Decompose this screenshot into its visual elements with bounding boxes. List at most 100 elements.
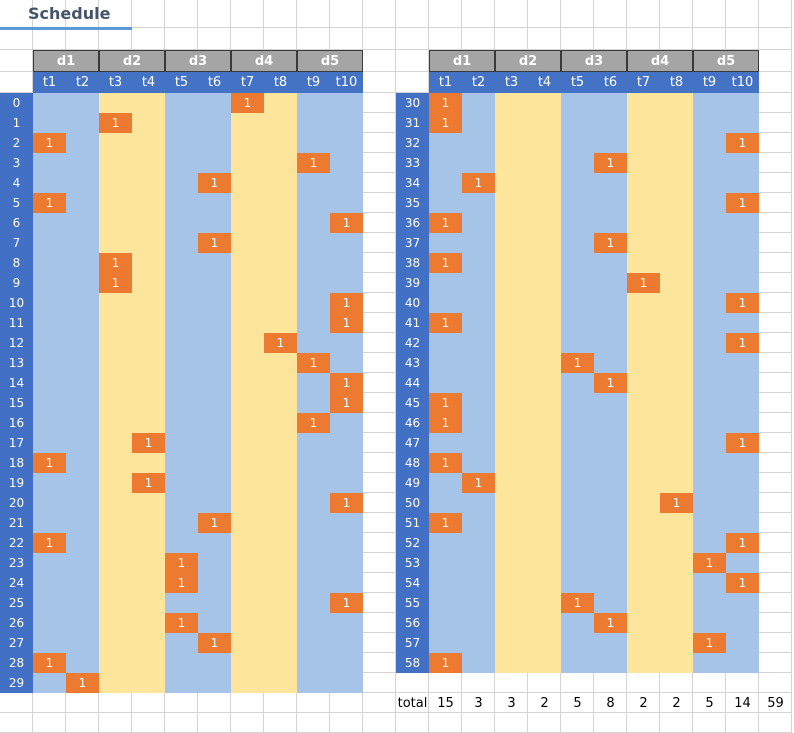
schedule-cell[interactable] <box>561 193 594 213</box>
schedule-cell[interactable] <box>495 453 528 473</box>
schedule-cell[interactable] <box>33 673 66 693</box>
schedule-cell[interactable] <box>726 233 759 253</box>
schedule-cell[interactable] <box>726 453 759 473</box>
schedule-cell[interactable] <box>495 93 528 113</box>
schedule-cell[interactable] <box>462 233 495 253</box>
schedule-cell[interactable] <box>99 233 132 253</box>
schedule-cell[interactable] <box>231 393 264 413</box>
schedule-cell[interactable] <box>132 313 165 333</box>
schedule-cell[interactable] <box>693 253 726 273</box>
schedule-cell[interactable] <box>33 353 66 373</box>
grid-cell[interactable] <box>528 28 561 50</box>
schedule-cell[interactable] <box>495 513 528 533</box>
schedule-cell[interactable] <box>594 333 627 353</box>
grid-cell[interactable] <box>759 593 792 613</box>
grid-cell[interactable] <box>363 693 396 713</box>
schedule-cell[interactable] <box>627 413 660 433</box>
grid-cell[interactable] <box>759 513 792 533</box>
schedule-cell[interactable] <box>528 213 561 233</box>
schedule-cell[interactable] <box>528 553 561 573</box>
schedule-cell[interactable] <box>297 653 330 673</box>
schedule-cell[interactable] <box>660 353 693 373</box>
schedule-cell[interactable] <box>561 93 594 113</box>
schedule-cell[interactable] <box>693 293 726 313</box>
schedule-cell[interactable] <box>198 573 231 593</box>
grid-cell[interactable] <box>231 0 264 28</box>
schedule-cell[interactable] <box>627 433 660 453</box>
schedule-cell[interactable] <box>165 513 198 533</box>
schedule-cell[interactable] <box>528 313 561 333</box>
grid-cell[interactable] <box>363 153 396 173</box>
schedule-cell[interactable] <box>528 533 561 553</box>
schedule-cell[interactable] <box>561 133 594 153</box>
grid-cell[interactable] <box>660 28 693 50</box>
schedule-cell[interactable] <box>297 333 330 353</box>
schedule-cell[interactable] <box>132 413 165 433</box>
schedule-cell[interactable] <box>627 513 660 533</box>
assigned-cell[interactable]: 1 <box>198 233 231 253</box>
schedule-cell[interactable] <box>330 353 363 373</box>
schedule-cell[interactable] <box>99 153 132 173</box>
schedule-cell[interactable] <box>726 173 759 193</box>
assigned-cell[interactable]: 1 <box>264 333 297 353</box>
schedule-cell[interactable] <box>165 593 198 613</box>
schedule-cell[interactable] <box>33 273 66 293</box>
schedule-cell[interactable] <box>33 373 66 393</box>
schedule-cell[interactable] <box>594 513 627 533</box>
grid-cell[interactable] <box>198 0 231 28</box>
schedule-cell[interactable] <box>165 393 198 413</box>
grid-cell[interactable] <box>759 28 792 50</box>
assigned-cell[interactable]: 1 <box>429 513 462 533</box>
schedule-cell[interactable] <box>462 93 495 113</box>
schedule-cell[interactable] <box>726 593 759 613</box>
grid-cell[interactable] <box>759 633 792 653</box>
schedule-cell[interactable] <box>231 413 264 433</box>
schedule-cell[interactable] <box>198 433 231 453</box>
assigned-cell[interactable]: 1 <box>99 253 132 273</box>
schedule-cell[interactable] <box>462 413 495 433</box>
schedule-cell[interactable] <box>627 533 660 553</box>
schedule-cell[interactable] <box>165 413 198 433</box>
schedule-cell[interactable] <box>99 413 132 433</box>
schedule-cell[interactable] <box>627 193 660 213</box>
schedule-cell[interactable] <box>561 273 594 293</box>
schedule-cell[interactable] <box>231 473 264 493</box>
grid-cell[interactable] <box>759 93 792 113</box>
schedule-cell[interactable] <box>33 173 66 193</box>
grid-cell[interactable] <box>396 0 429 28</box>
assigned-cell[interactable]: 1 <box>33 533 66 553</box>
schedule-cell[interactable] <box>726 493 759 513</box>
assigned-cell[interactable]: 1 <box>561 353 594 373</box>
schedule-cell[interactable] <box>660 533 693 553</box>
schedule-cell[interactable] <box>165 153 198 173</box>
schedule-cell[interactable] <box>594 173 627 193</box>
schedule-cell[interactable] <box>132 373 165 393</box>
schedule-cell[interactable] <box>132 493 165 513</box>
schedule-cell[interactable] <box>660 233 693 253</box>
schedule-cell[interactable] <box>627 333 660 353</box>
schedule-cell[interactable] <box>693 453 726 473</box>
schedule-cell[interactable] <box>66 573 99 593</box>
schedule-cell[interactable] <box>693 573 726 593</box>
schedule-cell[interactable] <box>693 213 726 233</box>
schedule-cell[interactable] <box>693 433 726 453</box>
schedule-cell[interactable] <box>330 93 363 113</box>
assigned-cell[interactable]: 1 <box>726 333 759 353</box>
schedule-cell[interactable] <box>165 633 198 653</box>
schedule-cell[interactable] <box>165 113 198 133</box>
schedule-cell[interactable] <box>561 513 594 533</box>
schedule-cell[interactable] <box>66 273 99 293</box>
grid-cell[interactable] <box>396 50 429 72</box>
schedule-cell[interactable] <box>297 313 330 333</box>
schedule-cell[interactable] <box>462 133 495 153</box>
grid-cell[interactable] <box>759 233 792 253</box>
grid-cell[interactable] <box>0 72 33 93</box>
schedule-cell[interactable] <box>231 493 264 513</box>
schedule-cell[interactable] <box>33 253 66 273</box>
schedule-cell[interactable] <box>66 493 99 513</box>
schedule-cell[interactable] <box>132 393 165 413</box>
schedule-cell[interactable] <box>462 493 495 513</box>
grid-cell[interactable] <box>759 553 792 573</box>
schedule-cell[interactable] <box>429 293 462 313</box>
schedule-cell[interactable] <box>264 193 297 213</box>
